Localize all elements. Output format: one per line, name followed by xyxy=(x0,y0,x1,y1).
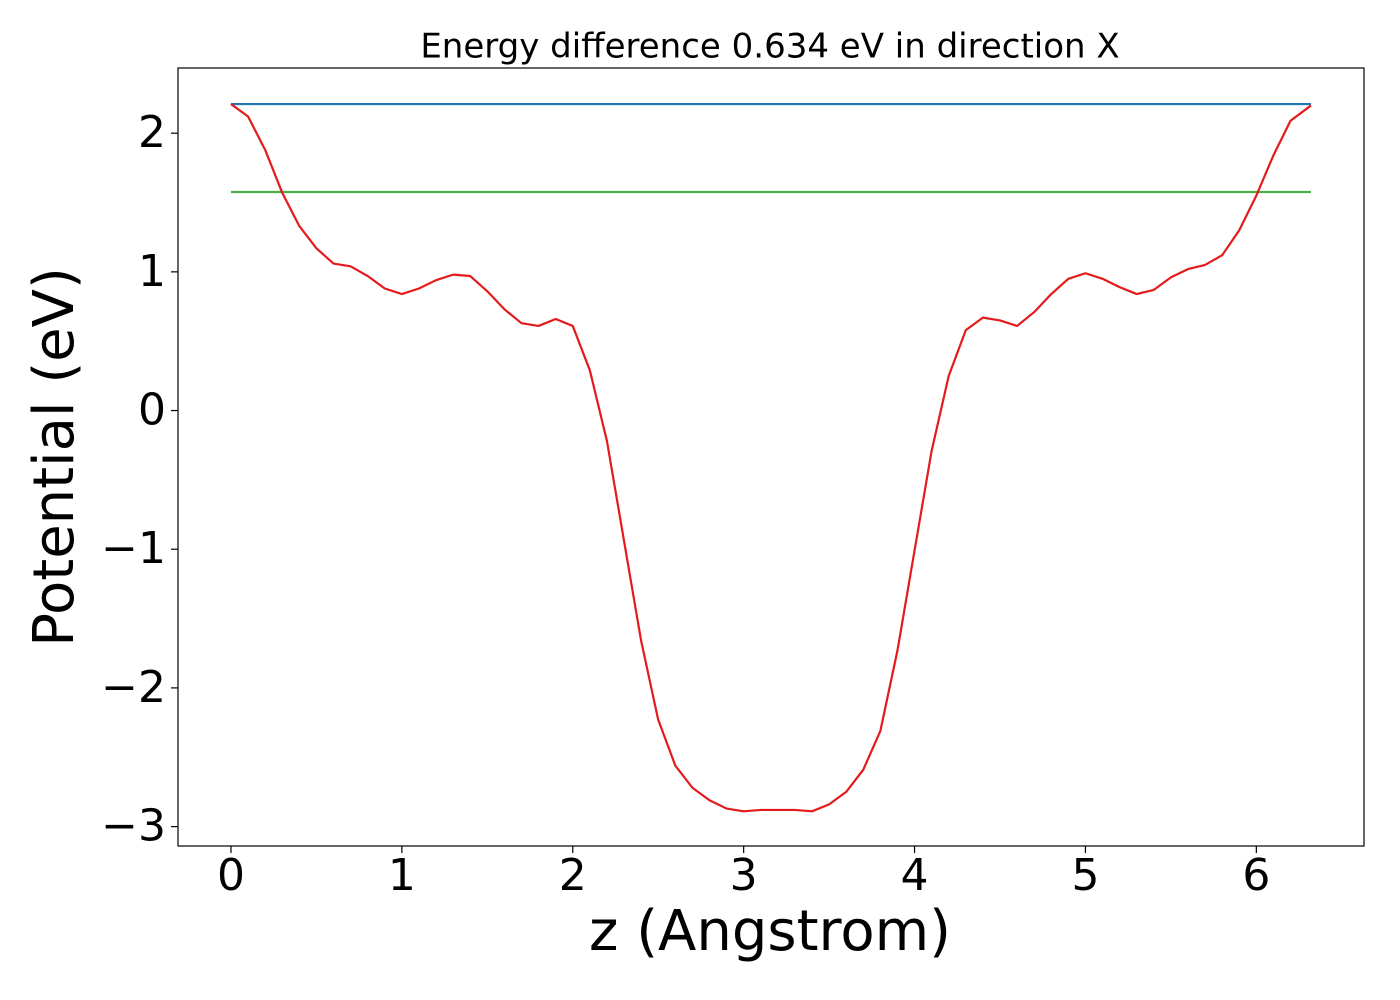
y-tick-label: 1 xyxy=(138,246,166,297)
y-tick-label: −1 xyxy=(101,523,166,574)
x-tick-label: 5 xyxy=(1071,850,1099,901)
y-tick-label: 0 xyxy=(138,385,166,436)
y-tick-label: −2 xyxy=(101,662,166,713)
line-series xyxy=(230,103,1312,813)
y-tick-label: 2 xyxy=(138,107,166,158)
y-axis-label: Potential (eV) xyxy=(22,267,87,647)
x-tick-label: 0 xyxy=(217,850,245,901)
x-tick-label: 6 xyxy=(1242,850,1270,901)
plot-frame xyxy=(177,67,1365,847)
y-tick-label: −3 xyxy=(101,801,166,852)
x-axis-label: z (Angstrom) xyxy=(589,899,951,964)
x-tick-label: 2 xyxy=(559,850,587,901)
x-tick-label: 4 xyxy=(901,850,929,901)
x-tick-label: 1 xyxy=(388,850,416,901)
chart-title: Energy difference 0.634 eV in direction … xyxy=(420,27,1119,67)
x-tick-label: 3 xyxy=(730,850,758,901)
